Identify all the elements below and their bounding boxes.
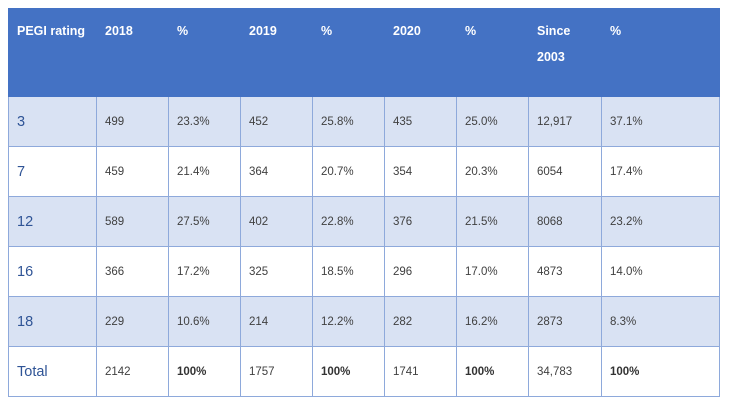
- table-cell: 229: [96, 296, 169, 347]
- table-cell: 376: [384, 196, 457, 247]
- rating-cell: 16: [8, 246, 97, 297]
- table-cell: 16.2%: [456, 296, 529, 347]
- rating-cell: 3: [8, 96, 97, 147]
- table-cell: 17.0%: [456, 246, 529, 297]
- table-row: 18 229 10.6% 214 12.2% 282 16.2% 2873 8.…: [8, 296, 720, 347]
- table-cell: 27.5%: [168, 196, 241, 247]
- column-header-pegi-rating: PEGI rating: [8, 8, 97, 97]
- column-header-2018: 2018: [96, 8, 169, 97]
- column-header-since-2003-percent: %: [601, 8, 720, 97]
- table-cell: 499: [96, 96, 169, 147]
- rating-cell: 12: [8, 196, 97, 247]
- column-header-2018-percent: %: [168, 8, 241, 97]
- table-cell: 435: [384, 96, 457, 147]
- table-cell: 8.3%: [601, 296, 720, 347]
- table-cell: 10.6%: [168, 296, 241, 347]
- table-cell: 37.1%: [601, 96, 720, 147]
- table-cell: 12.2%: [312, 296, 385, 347]
- table-cell: 589: [96, 196, 169, 247]
- table-cell: 4873: [528, 246, 602, 297]
- table-cell: 6054: [528, 146, 602, 197]
- table-cell: 282: [384, 296, 457, 347]
- table-cell: 14.0%: [601, 246, 720, 297]
- column-header-2019: 2019: [240, 8, 313, 97]
- table-cell: 354: [384, 146, 457, 197]
- table-cell: 25.8%: [312, 96, 385, 147]
- table-cell: 20.3%: [456, 146, 529, 197]
- table-cell: 459: [96, 146, 169, 197]
- table-cell: 100%: [456, 346, 529, 397]
- table-cell: 21.4%: [168, 146, 241, 197]
- table-row: 16 366 17.2% 325 18.5% 296 17.0% 4873 14…: [8, 246, 720, 297]
- table-cell: 100%: [601, 346, 720, 397]
- pegi-ratings-table: PEGI rating 2018 % 2019 % 2020 % Since 2…: [8, 8, 720, 397]
- table-cell: 22.8%: [312, 196, 385, 247]
- table-cell: 8068: [528, 196, 602, 247]
- rating-cell: 7: [8, 146, 97, 197]
- table-cell: 296: [384, 246, 457, 297]
- table-cell: 17.2%: [168, 246, 241, 297]
- table-cell: 25.0%: [456, 96, 529, 147]
- table-cell: 214: [240, 296, 313, 347]
- column-header-2020: 2020: [384, 8, 457, 97]
- table-cell: 21.5%: [456, 196, 529, 247]
- table-header-row: PEGI rating 2018 % 2019 % 2020 % Since 2…: [8, 8, 720, 97]
- table-cell: 325: [240, 246, 313, 297]
- table-cell: 34,783: [528, 346, 602, 397]
- table-cell: 364: [240, 146, 313, 197]
- column-header-2019-percent: %: [312, 8, 385, 97]
- table-cell: 23.2%: [601, 196, 720, 247]
- table-row: 7 459 21.4% 364 20.7% 354 20.3% 6054 17.…: [8, 146, 720, 197]
- table-cell: 17.4%: [601, 146, 720, 197]
- rating-cell: 18: [8, 296, 97, 347]
- table-cell: 18.5%: [312, 246, 385, 297]
- table-cell: 100%: [312, 346, 385, 397]
- table-cell: 23.3%: [168, 96, 241, 147]
- table-cell: 20.7%: [312, 146, 385, 197]
- table-cell: 1757: [240, 346, 313, 397]
- table-cell: 12,917: [528, 96, 602, 147]
- table-cell: 452: [240, 96, 313, 147]
- table-cell: 1741: [384, 346, 457, 397]
- table-row-total: Total 2142 100% 1757 100% 1741 100% 34,7…: [8, 346, 720, 397]
- column-header-2020-percent: %: [456, 8, 529, 97]
- table-cell: 2873: [528, 296, 602, 347]
- table-cell: 366: [96, 246, 169, 297]
- table-row: 12 589 27.5% 402 22.8% 376 21.5% 8068 23…: [8, 196, 720, 247]
- table-row: 3 499 23.3% 452 25.8% 435 25.0% 12,917 3…: [8, 96, 720, 147]
- total-label-cell: Total: [8, 346, 97, 397]
- table-cell: 100%: [168, 346, 241, 397]
- table-cell: 402: [240, 196, 313, 247]
- column-header-since-2003: Since 2003: [528, 8, 602, 97]
- table-cell: 2142: [96, 346, 169, 397]
